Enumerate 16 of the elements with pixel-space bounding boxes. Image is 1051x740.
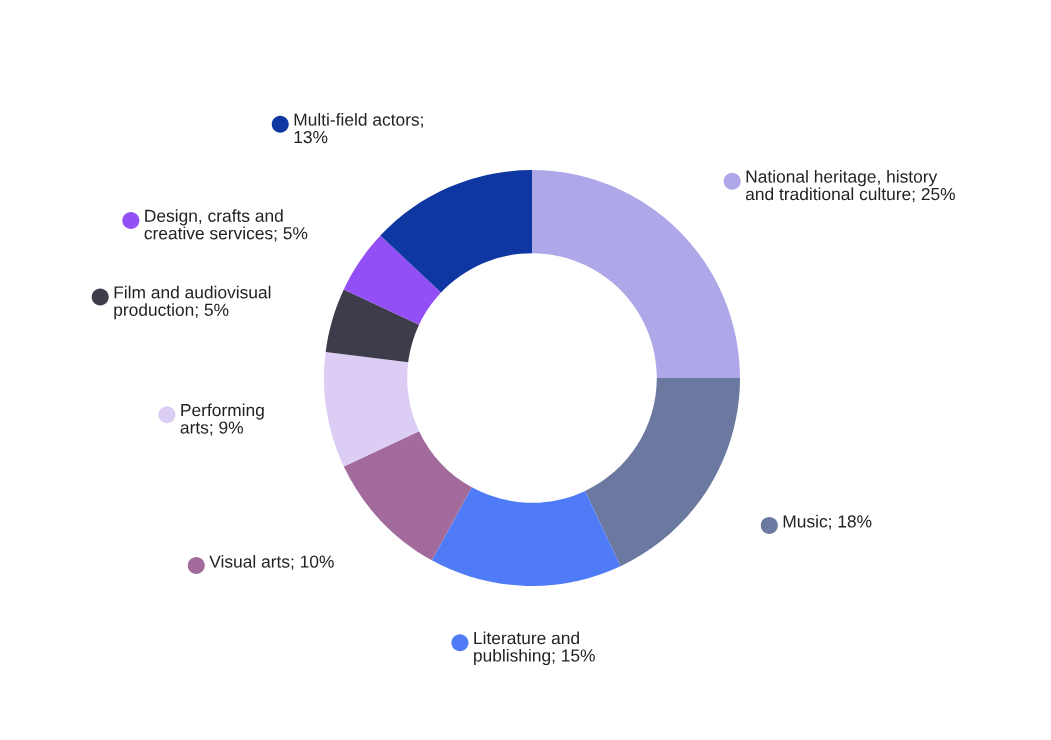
donut-slice: [431, 487, 621, 586]
donut-slice: [585, 378, 740, 567]
donut-slice: [532, 170, 740, 378]
donut-slice: [343, 235, 442, 325]
donut-slice: [324, 351, 420, 467]
legend-label: Visual arts; 10%: [209, 555, 334, 570]
legend-label: Literature and publishing; 15%: [474, 631, 595, 666]
legend-label: Performing arts; 9%: [180, 403, 264, 436]
legend-label: National heritage, history and traditional culture; 25%: [745, 169, 955, 203]
legend-label: Film and audiovisual production; 5%: [114, 285, 271, 320]
donut-slice: [380, 170, 532, 293]
legend-label: Multi-field actors; 13%: [294, 113, 423, 144]
legend-label: Design, crafts and creative services; 5%: [144, 209, 308, 242]
donut-slice: [325, 289, 420, 363]
donut-slice: [343, 431, 472, 561]
legend-label: Music; 18%: [783, 514, 872, 530]
